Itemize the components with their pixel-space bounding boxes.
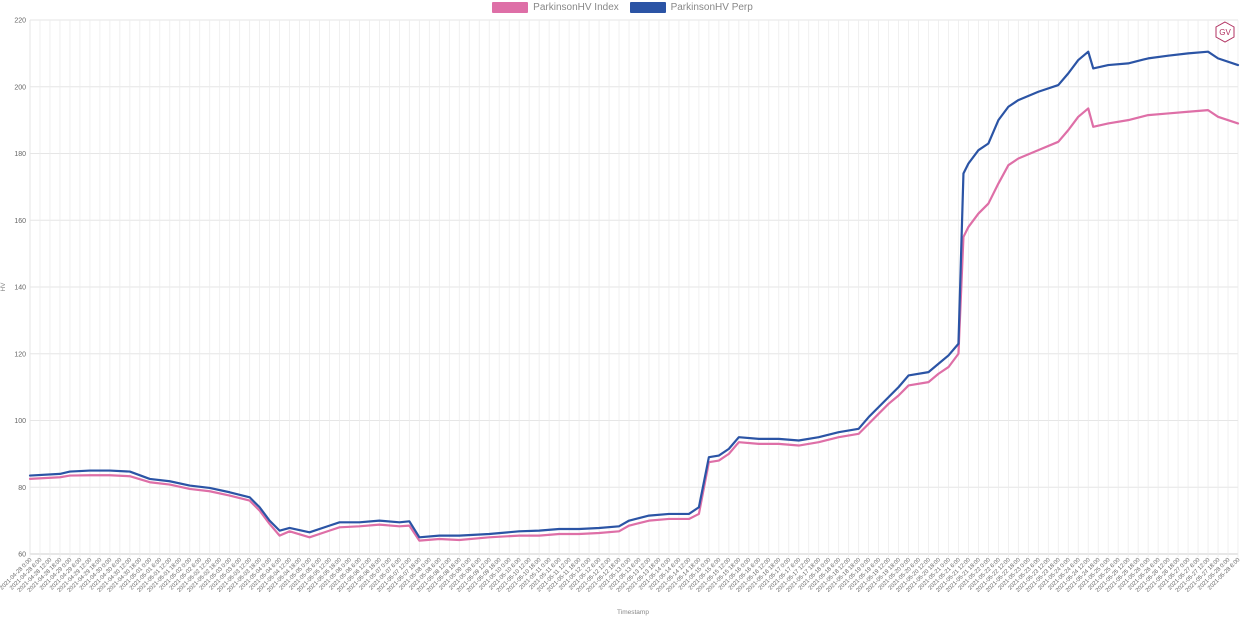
- legend-swatch-index: [492, 2, 529, 13]
- badge-text: GV: [1219, 28, 1231, 37]
- x-axis-title: Timestamp: [617, 609, 649, 616]
- legend-item-perp[interactable]: ParkinsonHV Perp: [629, 2, 753, 13]
- legend-label-index: ParkinsonHV Index: [533, 2, 619, 13]
- y-tick-label: 120: [14, 351, 26, 358]
- y-tick-label: 100: [14, 418, 26, 425]
- y-tick-label: 80: [18, 485, 26, 492]
- y-tick-label: 60: [18, 552, 26, 559]
- series-line-perp: [28, 50, 1240, 539]
- y-tick-label: 180: [14, 151, 26, 158]
- y-tick-label: 200: [14, 84, 26, 91]
- chart-legend: ParkinsonHV Index ParkinsonHV Perp: [0, 2, 1245, 13]
- y-axis-ticks: 60 80 100 120 140 160 180 200 220: [14, 18, 26, 559]
- y-axis-title: HV: [0, 282, 7, 292]
- y-tick-label: 160: [14, 218, 26, 225]
- gv-logo-icon: GV: [1215, 21, 1235, 43]
- legend-swatch-perp: [629, 2, 666, 13]
- chart-series: [28, 50, 1240, 542]
- legend-item-index[interactable]: ParkinsonHV Index: [492, 2, 619, 13]
- chart-grid: [29, 19, 1239, 557]
- y-tick-label: 140: [14, 285, 26, 292]
- series-line-index: [28, 107, 1240, 542]
- legend-label-perp: ParkinsonHV Perp: [670, 2, 753, 13]
- y-tick-label: 220: [14, 18, 26, 25]
